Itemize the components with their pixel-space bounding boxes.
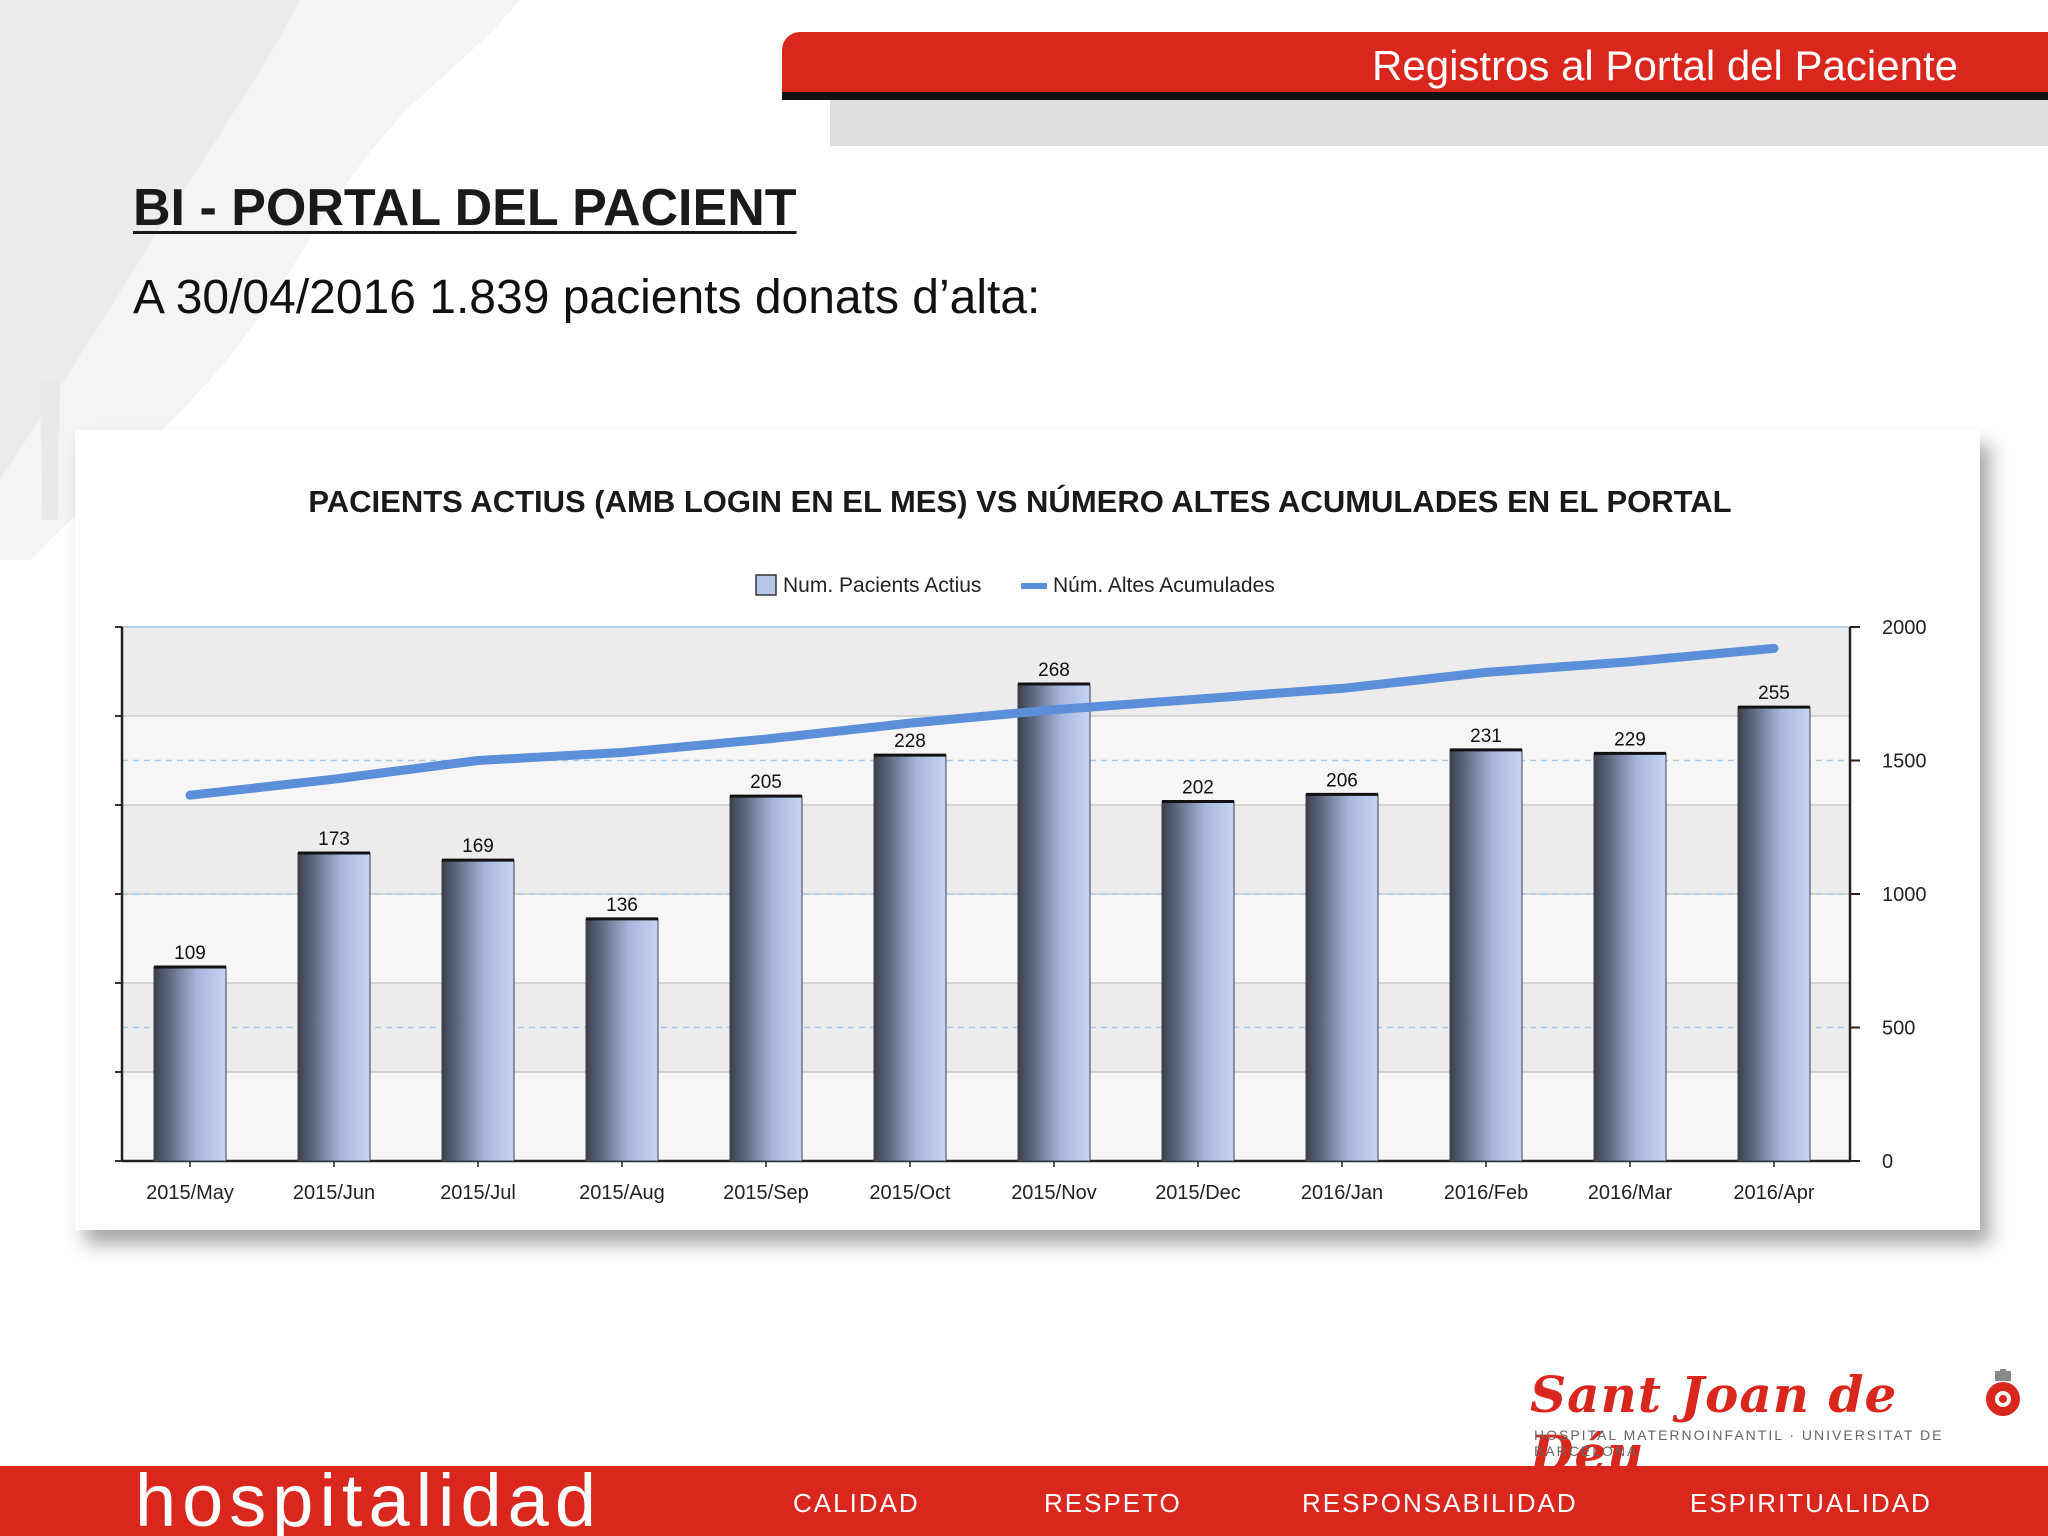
series-line-altes-acumulades [185, 643, 1779, 800]
right-axis-tick-label: 0 [1882, 1151, 1893, 1173]
bar [153, 966, 227, 1162]
plot-band [122, 627, 1850, 716]
x-tick-label: 2015/Sep [723, 1182, 809, 1204]
bar [585, 918, 659, 1162]
right-axis-tick-label: 1500 [1882, 751, 1927, 773]
x-tick-label: 2015/Jun [293, 1182, 375, 1204]
right-axis-tick-label: 500 [1882, 1018, 1915, 1040]
bar [873, 754, 947, 1162]
bar [1017, 683, 1091, 1162]
x-tick-label: 2016/Apr [1733, 1182, 1815, 1204]
right-axis-tick-label: 2000 [1882, 617, 1927, 639]
x-tick-label: 2015/Oct [869, 1182, 951, 1204]
bar-data-label: 228 [894, 731, 926, 752]
bar-data-label: 268 [1038, 660, 1070, 681]
x-tick-label: 2015/Aug [579, 1182, 665, 1204]
plot-band [122, 894, 1850, 983]
legend-swatch-bar [755, 574, 777, 596]
footer-value-calidad: CALIDAD [793, 1488, 920, 1518]
legend-label-bar: Num. Pacients Actius [783, 574, 981, 597]
plot-band [122, 1072, 1850, 1161]
bar [297, 852, 371, 1162]
bar-data-label: 255 [1758, 683, 1790, 704]
bar [441, 859, 515, 1162]
footer-value-responsabilidad: RESPONSABILIDAD [1302, 1488, 1578, 1518]
bar [1449, 749, 1523, 1162]
header-title: Registros al Portal del Paciente [1372, 42, 1958, 89]
plot-area: 0 500 1000 1500 2000 109 2015/May 173 2015/Jun 16… [115, 617, 1927, 1204]
x-tick-label: 2015/Dec [1155, 1182, 1241, 1204]
bar-data-label: 205 [750, 772, 782, 793]
x-tick-label: 2015/Jul [440, 1182, 516, 1204]
bar [1593, 752, 1667, 1162]
page-subtitle: A 30/04/2016 1.839 pacients donats d’alt… [133, 271, 1041, 324]
header-bar: Registros al Portal del Paciente [782, 32, 2048, 100]
logo-name: Sant Joan de Déu [1530, 1365, 1898, 1483]
footer-value-respeto: RESPETO [1044, 1488, 1182, 1518]
logo-subtitle: HOSPITAL MATERNOINFANTIL · UNIVERSITAT D… [1534, 1427, 1944, 1459]
background-brush-texture [0, 0, 520, 560]
logo-emblem-icon [1986, 1369, 2020, 1416]
chart-card: PACIENTS ACTIUS (AMB LOGIN EN EL MES) VS… [75, 430, 1980, 1230]
x-tick-label: 2015/May [146, 1182, 234, 1204]
chart-title: PACIENTS ACTIUS (AMB LOGIN EN EL MES) VS… [308, 483, 1731, 519]
page-title: BI - PORTAL DEL PACIENT [133, 179, 797, 237]
bar [1737, 706, 1811, 1162]
right-axis-tick-label: 1000 [1882, 884, 1927, 906]
chart-legend: Num. Pacients Actius Núm. Altes Acumulade… [755, 574, 1275, 597]
bar-data-label: 109 [174, 943, 206, 964]
x-tick-label: 2016/Feb [1444, 1182, 1529, 1204]
bar-line-chart: PACIENTS ACTIUS (AMB LOGIN EN EL MES) VS… [115, 483, 1927, 1204]
x-tick-label: 2016/Mar [1588, 1182, 1673, 1204]
bar-data-label: 202 [1182, 777, 1214, 798]
footer-bar: hospitalidad CALIDAD RESPETO RESPONSABIL… [0, 1459, 2048, 1536]
x-tick-label: 2016/Jan [1301, 1182, 1383, 1204]
footer-value-espiritualidad: ESPIRITUALIDAD [1690, 1488, 1932, 1518]
x-tick-label: 2015/Nov [1011, 1182, 1097, 1204]
legend-label-line: Núm. Altes Acumulades [1053, 574, 1275, 597]
bar [1161, 800, 1235, 1162]
bar [1305, 793, 1379, 1162]
plot-band [122, 805, 1850, 894]
bar [729, 795, 803, 1162]
footer-brand: hospitalidad [135, 1459, 602, 1536]
bar-data-label: 229 [1614, 729, 1646, 750]
bar-data-label: 173 [318, 829, 350, 850]
bar-data-label: 136 [606, 895, 638, 916]
bar-data-label: 231 [1470, 726, 1502, 747]
hospital-logo: Sant Joan de Déu HOSPITAL MATERNOINFANTI… [1530, 1365, 2025, 1483]
bar-data-label: 206 [1326, 770, 1358, 791]
bar-data-label: 169 [462, 836, 494, 857]
